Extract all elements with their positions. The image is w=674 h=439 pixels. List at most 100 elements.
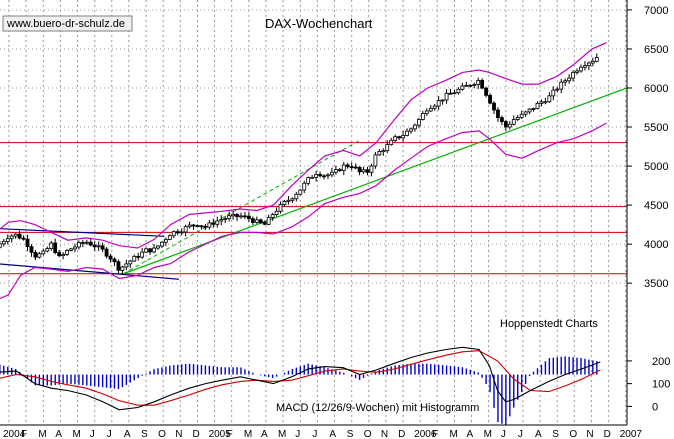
month-label: N bbox=[381, 429, 388, 439]
candle-body bbox=[104, 248, 109, 257]
candle-body bbox=[179, 231, 184, 234]
candle-body bbox=[586, 62, 591, 67]
candle-body bbox=[128, 260, 133, 265]
candle-body bbox=[37, 253, 42, 258]
price-tick-label: 4000 bbox=[644, 239, 668, 251]
candle-body bbox=[547, 95, 552, 103]
watermark-box bbox=[2, 15, 133, 32]
candle-body bbox=[306, 177, 311, 184]
candle-body bbox=[80, 242, 85, 244]
month-label: J bbox=[518, 429, 523, 439]
month-label: J bbox=[295, 429, 300, 439]
candle-body bbox=[96, 245, 101, 248]
candle-body bbox=[488, 94, 492, 104]
candle-body bbox=[84, 241, 89, 244]
candle-body bbox=[298, 189, 303, 195]
candle-body bbox=[456, 88, 461, 94]
month-label: M bbox=[484, 429, 492, 439]
candle-body bbox=[21, 237, 26, 240]
month-label: O bbox=[158, 429, 166, 439]
candle-body bbox=[397, 136, 402, 139]
candle-body bbox=[326, 174, 330, 177]
month-label: M bbox=[38, 429, 46, 439]
candle-body bbox=[270, 214, 275, 218]
candle-body bbox=[167, 235, 172, 240]
candle-body bbox=[262, 222, 267, 225]
candle-body bbox=[41, 250, 46, 255]
candle-body bbox=[527, 108, 532, 113]
candle-body bbox=[503, 121, 508, 128]
candle-body bbox=[496, 109, 500, 119]
candle-body bbox=[187, 224, 192, 228]
candle-body bbox=[464, 84, 469, 87]
candle-body bbox=[49, 242, 54, 249]
candle-body bbox=[341, 164, 346, 172]
candle-body bbox=[507, 123, 512, 128]
candle-body bbox=[519, 113, 524, 118]
candle-body bbox=[116, 261, 121, 271]
candle-body bbox=[286, 199, 291, 202]
month-label: A bbox=[261, 429, 268, 439]
candle-body bbox=[203, 225, 208, 228]
candle-body bbox=[579, 66, 583, 72]
candle-body bbox=[420, 113, 425, 120]
month-label: S bbox=[141, 429, 148, 439]
candle-body bbox=[405, 130, 409, 136]
candle-body bbox=[535, 102, 540, 109]
candle-body bbox=[500, 117, 504, 122]
candle-body bbox=[349, 166, 354, 169]
candle-body bbox=[452, 92, 457, 95]
candle-body bbox=[314, 174, 319, 178]
month-label: J bbox=[312, 429, 317, 439]
macd-signal-line bbox=[0, 350, 601, 406]
candle-body bbox=[69, 248, 73, 251]
candle-body bbox=[13, 233, 18, 237]
candle-body bbox=[448, 92, 453, 95]
candle-body bbox=[583, 65, 587, 68]
candle-body bbox=[571, 71, 575, 79]
candle-body bbox=[33, 251, 38, 258]
candle-body bbox=[492, 102, 496, 111]
month-label: M bbox=[278, 429, 286, 439]
candle-body bbox=[575, 70, 579, 73]
candle-body bbox=[45, 248, 50, 252]
month-label: A bbox=[124, 429, 131, 439]
candle-body bbox=[543, 101, 548, 104]
candle-body bbox=[409, 128, 413, 132]
price-tick-label: 4500 bbox=[644, 200, 668, 212]
candles bbox=[0, 53, 599, 276]
bollinger-bands bbox=[0, 42, 607, 300]
trend-lines bbox=[0, 87, 628, 280]
candle-body bbox=[235, 213, 239, 217]
candle-body bbox=[152, 247, 156, 253]
price-tick-label: 5500 bbox=[644, 122, 668, 134]
candle-body bbox=[436, 100, 441, 107]
candle-body bbox=[100, 245, 105, 250]
candle-body bbox=[266, 217, 271, 225]
macd-tick-label: 100 bbox=[652, 379, 670, 391]
candle-body bbox=[278, 204, 283, 212]
macd-label: MACD (12/26/9-Wochen) mit Histogramm bbox=[276, 402, 479, 414]
candle-body bbox=[282, 200, 287, 205]
candle-body bbox=[57, 252, 62, 256]
candle-body bbox=[377, 151, 382, 156]
candle-body bbox=[515, 117, 520, 120]
month-label: S bbox=[347, 429, 354, 439]
candle-body bbox=[144, 248, 149, 253]
candle-body bbox=[594, 57, 599, 62]
candle-body bbox=[9, 235, 14, 240]
candle-body bbox=[511, 119, 516, 125]
candle-body bbox=[373, 154, 378, 167]
grid bbox=[0, 0, 627, 425]
month-label: F bbox=[227, 429, 233, 439]
candle-body bbox=[539, 101, 544, 104]
chart-title: DAX-Wochenchart bbox=[265, 16, 373, 31]
candle-body bbox=[124, 263, 129, 268]
candle-body bbox=[290, 198, 295, 201]
candle-body bbox=[243, 215, 247, 218]
price-tick-label: 3500 bbox=[644, 278, 668, 290]
candle-body bbox=[385, 144, 390, 152]
candle-body bbox=[223, 218, 228, 221]
candle-body bbox=[191, 224, 196, 227]
candle-body bbox=[357, 167, 362, 173]
